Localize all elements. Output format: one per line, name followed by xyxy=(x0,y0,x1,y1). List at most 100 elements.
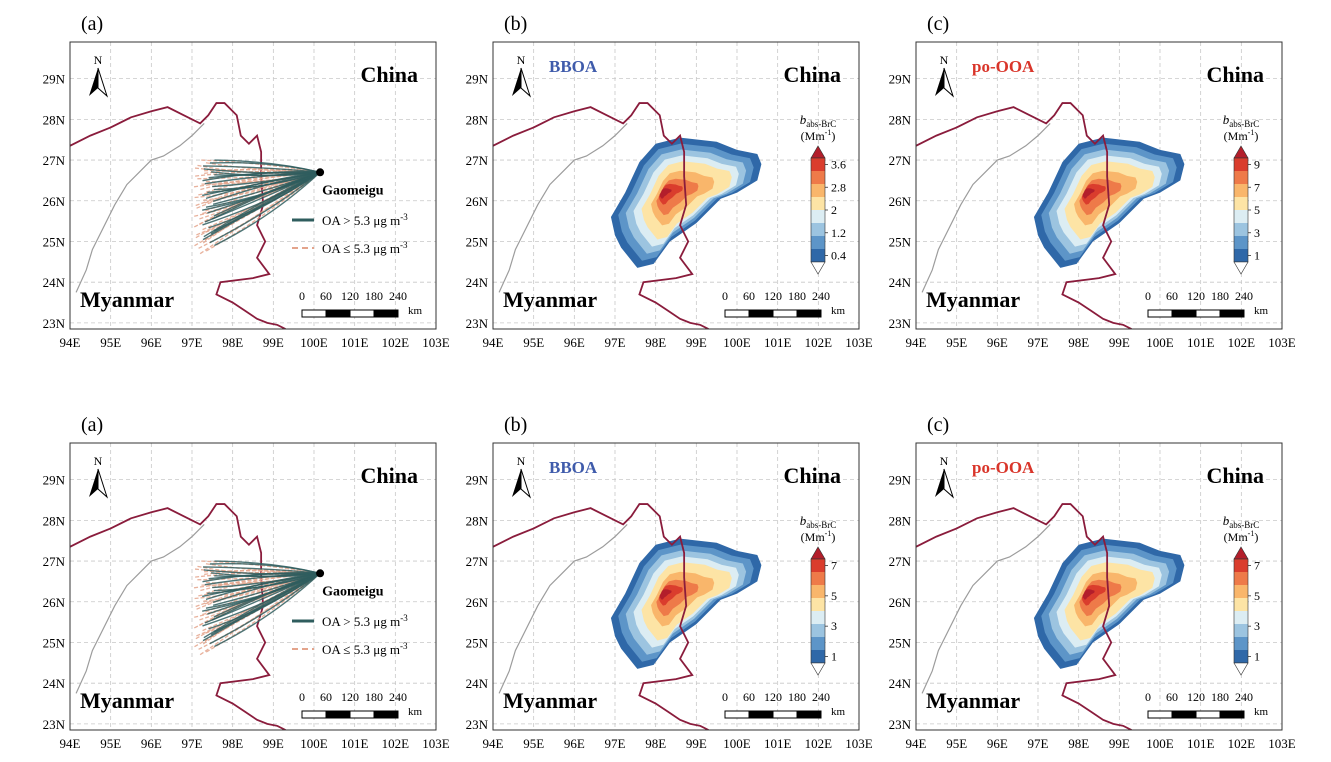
lon-tick-label: 99E xyxy=(1109,736,1130,751)
colorbar-segment xyxy=(1234,236,1248,249)
map-frame xyxy=(492,41,860,330)
colorbar-extend-bottom xyxy=(1233,261,1249,275)
scalebar-tick-label: 120 xyxy=(1187,289,1205,303)
lon-tick-label: 98E xyxy=(645,736,666,751)
lon-tick-label: 102E xyxy=(382,335,410,350)
lat-tick-label: 26N xyxy=(466,194,489,209)
colorbar-tick-label: 3 xyxy=(1254,226,1260,240)
trajectory-high xyxy=(212,572,321,589)
north-arrow-icon xyxy=(935,68,944,96)
scalebar-segment xyxy=(796,309,822,318)
lon-tick-label: 98E xyxy=(645,335,666,350)
scalebar-tick-label: 0 xyxy=(722,289,728,303)
scalebar-tick-label: 0 xyxy=(1145,690,1151,704)
colorbar-tick-label: 9 xyxy=(1254,158,1260,172)
scalebar-segment xyxy=(748,710,774,719)
lon-tick-label: 100E xyxy=(723,335,751,350)
scalebar-tick-label: 180 xyxy=(788,690,806,704)
country-label-myanmar: Myanmar xyxy=(926,688,1020,713)
map-panel: Gaomeigu 94E 95E 96E 97E 98E 99E 100E 101E 102E 10… xyxy=(43,414,450,751)
north-arrow-icon xyxy=(512,68,521,96)
trajectory-high xyxy=(211,572,321,578)
contour-level xyxy=(1082,188,1095,199)
lon-tick-label: 95E xyxy=(100,335,121,350)
china-myanmar-border xyxy=(70,102,286,329)
source-label: po-OOA xyxy=(972,458,1035,477)
lat-tick-label: 23N xyxy=(466,717,489,732)
lon-tick-label: 96E xyxy=(141,736,162,751)
gaomeigu-site-marker xyxy=(316,569,325,578)
scalebar-segment xyxy=(1195,710,1221,719)
scalebar-tick-label: 0 xyxy=(1145,289,1151,303)
lat-tick-label: 28N xyxy=(43,112,66,127)
north-arrow-icon xyxy=(943,67,955,98)
lon-tick-label: 102E xyxy=(1228,736,1256,751)
lon-tick-label: 99E xyxy=(263,736,284,751)
lat-tick-label: 26N xyxy=(889,194,912,209)
north-label: N xyxy=(517,454,526,468)
lon-tick-label: 96E xyxy=(987,335,1008,350)
colorbar-unit: (Mm-1) xyxy=(801,529,836,544)
colorbar-segment xyxy=(811,624,825,637)
lat-tick-label: 28N xyxy=(889,112,912,127)
trajectory-high xyxy=(209,572,321,645)
myanmar-india-border xyxy=(498,122,628,293)
lat-tick-label: 25N xyxy=(43,635,66,650)
scalebar-unit: km xyxy=(831,706,846,718)
legend-label-low: OA ≤ 5.3 μg m-3 xyxy=(322,240,408,256)
lat-tick-label: 28N xyxy=(43,513,66,528)
scalebar-segment xyxy=(325,309,351,318)
lat-tick-label: 24N xyxy=(889,275,912,290)
source-label: po-OOA xyxy=(972,57,1035,76)
country-label-myanmar: Myanmar xyxy=(80,287,174,312)
colorbar-segment xyxy=(1234,223,1248,236)
lon-tick-label: 94E xyxy=(60,335,81,350)
colorbar-segment xyxy=(811,236,825,249)
contour-level xyxy=(1082,589,1095,600)
trajectory-low xyxy=(201,560,321,574)
lon-tick-label: 100E xyxy=(300,335,328,350)
lat-tick-label: 23N xyxy=(889,717,912,732)
lat-tick-label: 23N xyxy=(43,717,66,732)
lon-tick-label: 102E xyxy=(382,736,410,751)
scalebar-segment xyxy=(349,710,375,719)
colorbar-segment xyxy=(1234,585,1248,598)
north-label: N xyxy=(94,53,103,67)
scalebar-segment xyxy=(373,309,399,318)
lon-tick-label: 94E xyxy=(60,736,81,751)
map-frame xyxy=(915,442,1283,731)
lat-tick-label: 27N xyxy=(43,554,66,569)
colorbar-segment xyxy=(1234,572,1248,585)
north-arrow-icon xyxy=(89,469,98,497)
lon-tick-label: 97E xyxy=(1028,335,1049,350)
colorbar-segment xyxy=(811,158,825,171)
north-label: N xyxy=(940,53,949,67)
lon-tick-label: 98E xyxy=(1068,736,1089,751)
map-panel: 94E 95E 96E 97E 98E 99E 100E 101E 102E 103E 23N 24N… xyxy=(466,414,873,751)
map-frame xyxy=(915,41,1283,330)
map-frame xyxy=(492,442,860,731)
scalebar-segment xyxy=(772,309,798,318)
panel-label: (b) xyxy=(504,414,527,436)
colorbar-tick-label: 1 xyxy=(1254,650,1260,664)
lon-tick-label: 99E xyxy=(1109,335,1130,350)
panel-label: (a) xyxy=(81,13,103,35)
myanmar-india-border xyxy=(921,122,1051,293)
lon-tick-label: 103E xyxy=(1268,335,1296,350)
scalebar-segment xyxy=(748,309,774,318)
colorbar-tick-label: 5 xyxy=(831,589,837,603)
map-panel: 94E 95E 96E 97E 98E 99E 100E 101E 102E 103E 23N 24N… xyxy=(466,13,873,350)
lat-tick-label: 25N xyxy=(889,234,912,249)
source-label: BBOA xyxy=(549,57,598,76)
lon-tick-label: 97E xyxy=(182,335,203,350)
country-label-china: China xyxy=(1207,463,1264,488)
lon-tick-label: 96E xyxy=(564,335,585,350)
lon-tick-label: 95E xyxy=(946,736,967,751)
trajectory-low xyxy=(193,171,321,188)
lon-tick-label: 94E xyxy=(483,736,504,751)
colorbar-segment xyxy=(1234,611,1248,624)
trajectory-high xyxy=(214,171,321,247)
colorbar-segment xyxy=(811,184,825,197)
panel-label: (c) xyxy=(927,414,949,436)
lat-tick-label: 24N xyxy=(43,275,66,290)
